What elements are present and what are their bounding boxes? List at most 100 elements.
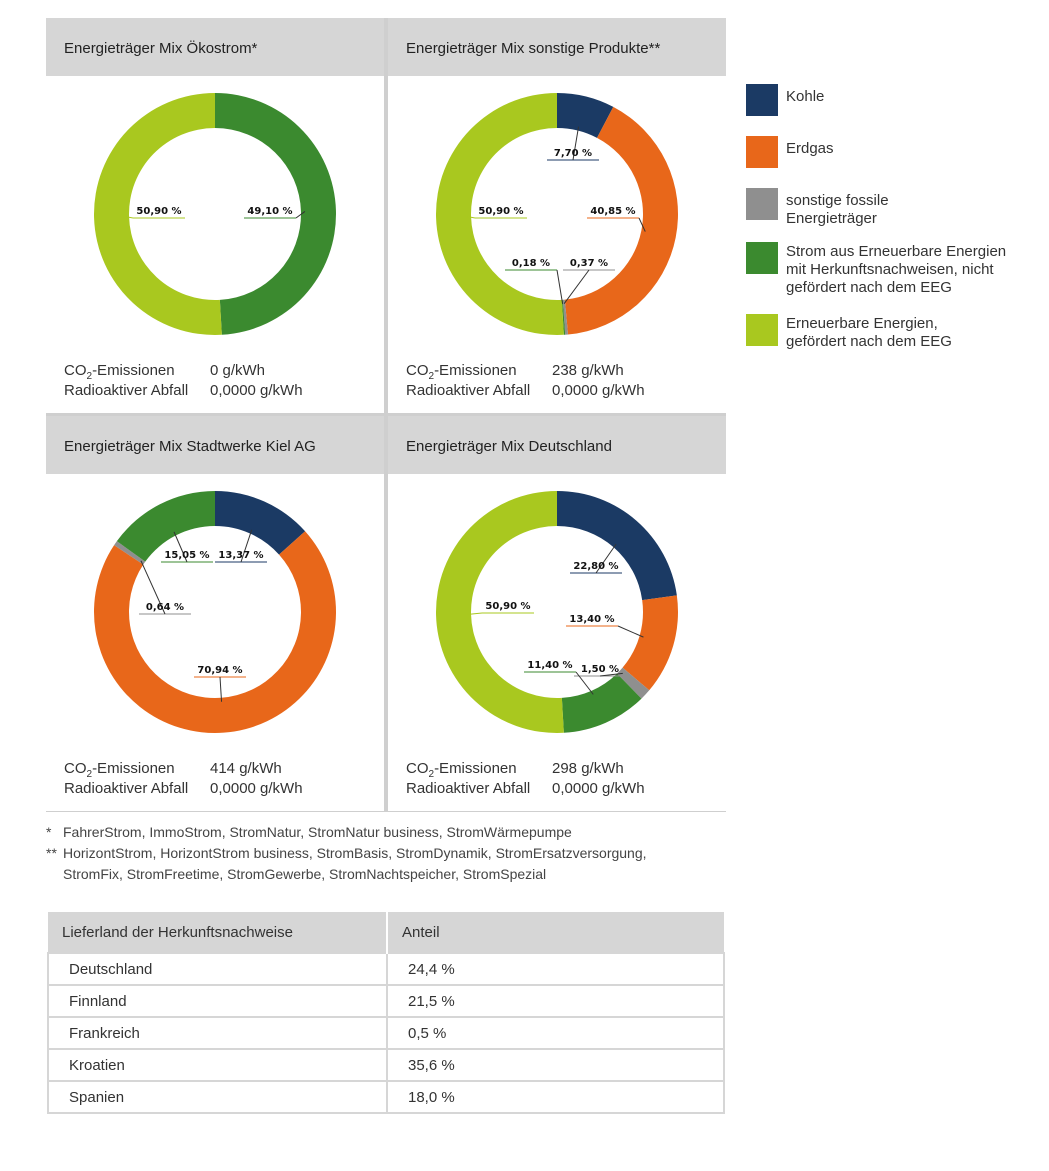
legend-label: Kohle [786,88,825,105]
legend-swatch [746,242,778,274]
label-leader-line [595,543,617,574]
legend-swatch [746,136,778,168]
slice-data-label: 22,80 % [573,561,618,572]
share-cell: 35,6 % [386,1048,725,1081]
donut-chart-stadtwerke-kiel: 13,37 % 70,94 % 0,64 % 15,05 % [93,491,336,733]
donut-slice-strom_hkn [215,93,336,335]
country-cell: Deutschland [47,952,387,985]
footnote-mark: * [46,824,52,840]
slice-data-label: 13,37 % [218,550,263,561]
column-header: Lieferland der Herkunftsnachweise [48,912,387,953]
table-row: Deutschland 24,4 % [47,952,725,985]
legend-swatch [746,188,778,220]
footnote-text: FahrerStrom, ImmoStrom, StromNatur, Stro… [63,824,572,840]
table-row: Finnland 21,5 % [47,984,725,1017]
slice-data-label: 0,37 % [570,258,608,269]
donut-slice-fossil [562,299,569,335]
share-cell: 24,4 % [386,952,725,985]
slice-data-label: 7,70 % [554,148,592,159]
waste-label: Radioaktiver Abfall [406,382,531,399]
column-header: Anteil [386,912,724,953]
co2-label: CO [64,362,87,379]
slice-data-label: 0,64 % [146,602,184,613]
legend-swatch [746,84,778,116]
footnote-text: HorizontStrom, HorizontStrom business, S… [63,845,647,861]
share-cell: 21,5 % [386,984,725,1017]
country-cell: Finnland [47,984,387,1017]
panel-title: Energieträger Mix sonstige Produkte** [388,18,726,76]
table-header-row: Lieferland der Herkunftsnachweise Anteil [48,912,724,953]
co2-subscript: 2 [86,769,93,780]
label-leader-line [563,269,590,305]
label-leader-line [140,560,166,615]
origin-table: Lieferland der Herkunftsnachweise Anteil… [47,912,725,1114]
co2-subscript: 2 [428,371,435,382]
slice-data-label: 11,40 % [527,660,572,671]
share-cell: 18,0 % [386,1080,725,1114]
donut-chart-sonstige-produkte: 7,70 % 40,85 % 0,37 % 0,18 % 50,90 % [435,93,678,336]
table-row: Frankreich 0,5 % [47,1016,725,1049]
label-leader-line [466,612,483,616]
country-cell: Kroatien [47,1048,387,1081]
legend-label: Erdgas [786,140,834,157]
panel-deutschland: Energieträger Mix Deutschland 22,80 % 13,… [388,416,726,811]
country-cell: Frankreich [47,1016,387,1049]
footnotes: * FahrerStrom, ImmoStrom, StromNatur, Str… [46,822,647,885]
waste-value: 0,0000 g/kWh [552,780,645,797]
donut-slice-eeg [93,93,222,336]
country-cell: Spanien [47,1080,387,1114]
waste-label: Radioaktiver Abfall [64,780,189,797]
slice-data-label: 50,90 % [485,601,530,612]
label-leader-line [124,216,134,219]
slice-data-label: 1,50 % [581,664,619,675]
co2-label-suffix: -Emissionen [92,760,175,777]
co2-subscript: 2 [86,371,93,382]
donut-slice-kohle [215,491,306,555]
donut-slice-eeg [435,93,564,336]
waste-label: Radioaktiver Abfall [406,780,531,797]
label-leader-line [617,625,644,638]
donut-slice-strom_hkn [561,299,566,335]
donut-slice-kohle [557,93,614,138]
donut-slice-eeg [435,491,564,733]
co2-label-suffix: -Emissionen [434,760,517,777]
share-cell: 0,5 % [386,1016,725,1049]
donut-slice-strom_hkn [561,673,642,733]
label-leader-line [599,672,623,677]
donut-slice-fossil [617,667,650,699]
label-leader-line [572,126,580,161]
legend-label: Strom aus Erneuerbare Energien mit Herku… [786,243,1007,296]
co2-label: CO [406,362,429,379]
slice-data-label: 50,90 % [136,206,181,217]
footnote-1: * FahrerStrom, ImmoStrom, StromNatur, Str… [46,822,647,843]
panel-sonstige-produkte: Energieträger Mix sonstige Produkte** 7,… [388,18,726,413]
label-leader-line [466,216,476,219]
donut-slice-erdgas [622,595,678,691]
label-leader-line [575,671,594,695]
panel-title: Energieträger Mix Deutschland [388,416,726,474]
emissions-block: CO2-Emissionen 414 g/kWh Radioaktiver Abf… [64,759,303,799]
footnote-mark: ** [46,845,57,861]
panel-title: Energieträger Mix Ökostrom* [46,18,384,76]
slice-data-label: 0,18 % [512,258,550,269]
emissions-block: CO2-Emissionen 238 g/kWh Radioaktiver Abf… [406,361,645,401]
label-leader-line [219,676,223,702]
slice-data-label: 13,40 % [569,614,614,625]
waste-value: 0,0000 g/kWh [552,382,645,399]
donut-slice-kohle [557,491,677,601]
emissions-block: CO2-Emissionen 298 g/kWh Radioaktiver Abf… [406,759,645,799]
co2-value: 414 g/kWh [210,760,282,777]
legend-label: Erneuerbare Energien, gefördert nach dem… [786,315,952,350]
waste-value: 0,0000 g/kWh [210,382,303,399]
chart-grid: Energieträger Mix Ökostrom* 49,10 % 50,90… [46,18,726,812]
panel-oekostrom: Energieträger Mix Ökostrom* 49,10 % 50,90… [46,18,384,413]
label-leader-line [295,211,306,219]
co2-label-suffix: -Emissionen [434,362,517,379]
label-leader-line [240,529,253,563]
slice-data-label: 15,05 % [164,550,209,561]
footnote-2-continued: StromFix, StromFreetime, StromGewerbe, S… [46,864,647,885]
legend-label: sonstige fossile Energieträger [786,192,889,227]
donut-slice-strom_hkn [116,491,215,562]
footnote-2: ** HorizontStrom, HorizontStrom business,… [46,843,647,864]
slice-data-label: 50,90 % [478,206,523,217]
